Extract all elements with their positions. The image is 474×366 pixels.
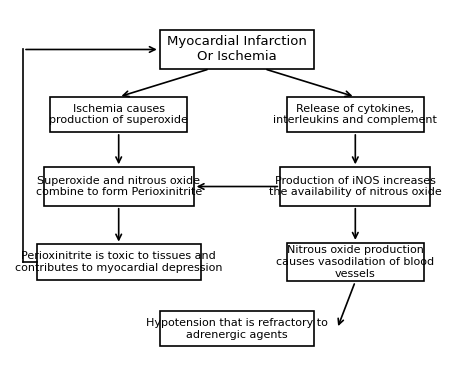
FancyBboxPatch shape	[37, 244, 201, 280]
FancyBboxPatch shape	[287, 243, 424, 281]
Text: Production of iNOS increases
the availability of nitrous oxide: Production of iNOS increases the availab…	[269, 176, 442, 197]
Text: Release of cytokines,
interleukins and complement: Release of cytokines, interleukins and c…	[273, 104, 437, 125]
Text: Nitrous oxide production
causes vasodilation of blood
vessels: Nitrous oxide production causes vasodila…	[276, 246, 434, 279]
FancyBboxPatch shape	[50, 97, 187, 132]
FancyBboxPatch shape	[287, 97, 424, 132]
FancyBboxPatch shape	[160, 311, 314, 346]
FancyBboxPatch shape	[280, 167, 430, 206]
FancyBboxPatch shape	[44, 167, 194, 206]
Text: Superoxide and nitrous oxide
combine to form Perioxinitrite: Superoxide and nitrous oxide combine to …	[36, 176, 202, 197]
Text: Myocardial Infarction
Or Ischemia: Myocardial Infarction Or Ischemia	[167, 36, 307, 63]
Text: Ischemia causes
production of superoxide: Ischemia causes production of superoxide	[49, 104, 188, 125]
Text: Perioxinitrite is toxic to tissues and
contributes to myocardial depression: Perioxinitrite is toxic to tissues and c…	[15, 251, 222, 273]
FancyBboxPatch shape	[160, 30, 314, 69]
Text: Hypotension that is refractory to
adrenergic agents: Hypotension that is refractory to adrene…	[146, 318, 328, 340]
